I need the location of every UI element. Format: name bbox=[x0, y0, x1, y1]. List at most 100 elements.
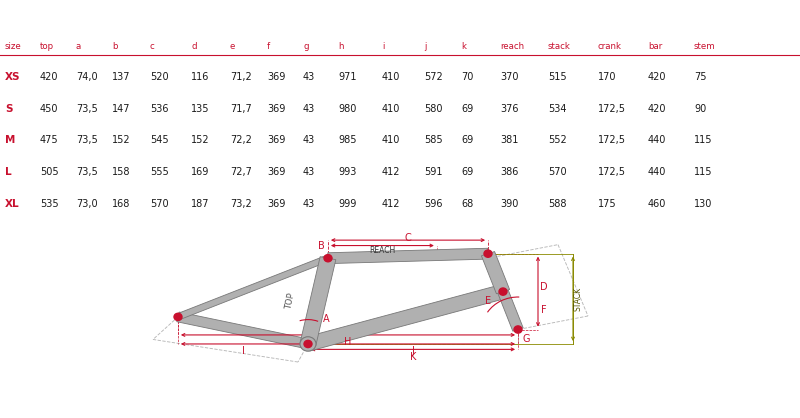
Text: STACK: STACK bbox=[574, 287, 582, 311]
Text: bar: bar bbox=[648, 42, 662, 51]
Text: 570: 570 bbox=[548, 167, 566, 177]
Text: e: e bbox=[230, 42, 235, 51]
Circle shape bbox=[499, 288, 507, 295]
Text: D: D bbox=[540, 282, 548, 292]
Circle shape bbox=[300, 337, 316, 351]
Text: 985: 985 bbox=[338, 135, 357, 145]
Text: 390: 390 bbox=[500, 199, 518, 209]
Text: stem: stem bbox=[694, 42, 716, 51]
Text: 572: 572 bbox=[424, 72, 442, 82]
Text: 172,5: 172,5 bbox=[598, 135, 626, 145]
Text: 152: 152 bbox=[191, 135, 210, 145]
Text: 152: 152 bbox=[112, 135, 130, 145]
Text: 535: 535 bbox=[40, 199, 58, 209]
Text: j: j bbox=[424, 42, 426, 51]
Text: 187: 187 bbox=[191, 199, 210, 209]
Text: 73,0: 73,0 bbox=[76, 199, 98, 209]
Text: 980: 980 bbox=[338, 104, 356, 114]
Text: 175: 175 bbox=[598, 199, 617, 209]
Text: 73,5: 73,5 bbox=[76, 167, 98, 177]
Polygon shape bbox=[177, 312, 310, 349]
Text: 536: 536 bbox=[150, 104, 169, 114]
Text: a: a bbox=[76, 42, 82, 51]
Text: 412: 412 bbox=[382, 199, 401, 209]
Text: F: F bbox=[541, 305, 547, 315]
Polygon shape bbox=[300, 257, 336, 345]
Text: crank: crank bbox=[598, 42, 622, 51]
Text: M: M bbox=[5, 135, 15, 145]
Text: 585: 585 bbox=[424, 135, 442, 145]
Circle shape bbox=[484, 250, 492, 257]
Circle shape bbox=[324, 255, 332, 262]
Text: 534: 534 bbox=[548, 104, 566, 114]
Text: B: B bbox=[318, 240, 324, 250]
Text: top: top bbox=[40, 42, 54, 51]
Text: reach: reach bbox=[500, 42, 524, 51]
Text: h: h bbox=[338, 42, 343, 51]
Text: 69: 69 bbox=[461, 135, 474, 145]
Text: size: size bbox=[5, 42, 22, 51]
Text: 381: 381 bbox=[500, 135, 518, 145]
Text: 72,7: 72,7 bbox=[230, 167, 252, 177]
Text: 115: 115 bbox=[694, 135, 713, 145]
Text: 137: 137 bbox=[112, 72, 130, 82]
Text: 370: 370 bbox=[500, 72, 518, 82]
Text: 570: 570 bbox=[150, 199, 169, 209]
Text: 545: 545 bbox=[150, 135, 169, 145]
Text: 170: 170 bbox=[598, 72, 617, 82]
Text: 420: 420 bbox=[648, 104, 666, 114]
Text: 90: 90 bbox=[694, 104, 706, 114]
Text: 552: 552 bbox=[548, 135, 566, 145]
Text: BLOCKHAUS 67: BLOCKHAUS 67 bbox=[10, 7, 235, 33]
Polygon shape bbox=[306, 285, 506, 351]
Text: 410: 410 bbox=[382, 72, 400, 82]
Text: C: C bbox=[405, 233, 411, 243]
Text: 999: 999 bbox=[338, 199, 356, 209]
Text: b: b bbox=[112, 42, 118, 51]
Text: 440: 440 bbox=[648, 135, 666, 145]
Text: TOP: TOP bbox=[284, 292, 296, 310]
Text: f: f bbox=[267, 42, 270, 51]
Text: REACH: REACH bbox=[370, 245, 395, 255]
Text: 580: 580 bbox=[424, 104, 442, 114]
Text: 43: 43 bbox=[303, 167, 315, 177]
Text: 73,5: 73,5 bbox=[76, 104, 98, 114]
Text: 71,2: 71,2 bbox=[230, 72, 252, 82]
Text: J: J bbox=[411, 346, 414, 356]
Text: 993: 993 bbox=[338, 167, 356, 177]
Text: 369: 369 bbox=[267, 167, 286, 177]
Text: 68: 68 bbox=[461, 199, 474, 209]
Text: 172,5: 172,5 bbox=[598, 104, 626, 114]
Text: i: i bbox=[382, 42, 384, 51]
Text: XL: XL bbox=[5, 199, 20, 209]
Text: 460: 460 bbox=[648, 199, 666, 209]
Text: 386: 386 bbox=[500, 167, 518, 177]
Text: I: I bbox=[242, 346, 245, 356]
Polygon shape bbox=[177, 255, 330, 320]
Text: k: k bbox=[461, 42, 466, 51]
Text: H: H bbox=[344, 337, 352, 347]
Text: 71,7: 71,7 bbox=[230, 104, 252, 114]
Text: A: A bbox=[322, 314, 330, 324]
Text: 410: 410 bbox=[382, 104, 400, 114]
Text: 412: 412 bbox=[382, 167, 401, 177]
Circle shape bbox=[514, 326, 522, 333]
Text: 43: 43 bbox=[303, 135, 315, 145]
Text: 369: 369 bbox=[267, 135, 286, 145]
Text: 588: 588 bbox=[548, 199, 566, 209]
Text: 369: 369 bbox=[267, 72, 286, 82]
Text: 450: 450 bbox=[40, 104, 58, 114]
Text: d: d bbox=[191, 42, 197, 51]
Text: 135: 135 bbox=[191, 104, 210, 114]
Text: 440: 440 bbox=[648, 167, 666, 177]
Text: c: c bbox=[150, 42, 154, 51]
Text: 130: 130 bbox=[694, 199, 712, 209]
Text: 596: 596 bbox=[424, 199, 442, 209]
Text: K: K bbox=[410, 352, 416, 362]
Text: 147: 147 bbox=[112, 104, 130, 114]
Text: 420: 420 bbox=[40, 72, 58, 82]
Text: 591: 591 bbox=[424, 167, 442, 177]
Text: L: L bbox=[5, 167, 12, 177]
Text: 410: 410 bbox=[382, 135, 400, 145]
Polygon shape bbox=[328, 248, 488, 264]
